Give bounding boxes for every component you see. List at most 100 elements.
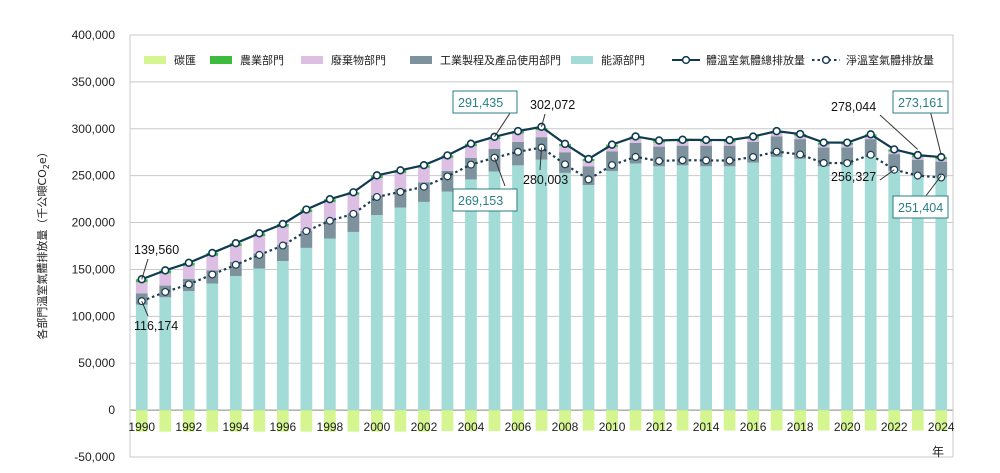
bar-工業製程及產品使用部門: [841, 147, 854, 166]
bar-能源部門: [418, 201, 430, 411]
x-tick-label: 1990: [128, 420, 155, 434]
bar-廢棄物部門: [606, 146, 618, 152]
bar-能源部門: [911, 175, 924, 411]
y-tick-label: 300,000: [72, 122, 116, 136]
bar-能源部門: [794, 158, 807, 411]
bar-碳匯: [723, 410, 736, 431]
annotation-label: 278,044: [831, 100, 876, 114]
y-tick-label: 350,000: [72, 75, 116, 89]
bar-碳匯: [229, 410, 242, 432]
annotations: 139,560 116,174 291,435 302,072 269,153 280,0…: [134, 90, 949, 333]
bar-廢棄物部門: [323, 201, 336, 221]
point-淨溫室氣體排放量: [184, 280, 193, 289]
bar-能源部門: [582, 185, 595, 411]
point-體溫室氣體總排放量: [419, 160, 429, 170]
point-體溫室氣體總排放量: [396, 166, 405, 175]
annotation-leader: [539, 147, 542, 171]
bar-碳匯: [559, 410, 571, 431]
bar-碳匯: [606, 410, 618, 431]
bar-能源部門: [935, 177, 948, 411]
legend-label: 廢棄物部門: [331, 53, 386, 67]
bar-能源部門: [159, 297, 172, 411]
bar-能源部門: [488, 171, 501, 411]
bar-碳匯: [135, 410, 148, 432]
bar-能源部門: [723, 166, 736, 411]
annotation-box: [452, 188, 518, 212]
point-體溫室氣體總排放量: [748, 132, 758, 141]
bar-碳匯: [700, 410, 712, 431]
bar-能源部門: [253, 268, 266, 411]
legend-label: 農業部門: [240, 53, 284, 67]
point-淨溫室氣體排放量: [419, 182, 428, 191]
bar-碳匯: [182, 410, 195, 432]
point-淨溫室氣體排放量: [231, 260, 240, 269]
bar-碳匯: [159, 410, 172, 432]
bar-能源部門: [653, 166, 665, 411]
point-體溫室氣體總排放量: [560, 139, 570, 149]
x-tick-label: 2006: [505, 420, 532, 434]
point-體溫室氣體總排放量: [654, 136, 664, 145]
point-體溫室氣體總排放量: [184, 258, 193, 267]
bar-能源部門: [182, 291, 195, 411]
legend-swatch: [571, 56, 593, 64]
annotation-leader: [924, 175, 942, 198]
y-tick-label: 100,000: [72, 309, 116, 323]
annotation-label: 251,404: [898, 201, 943, 215]
point-體溫室氣體總排放量: [372, 171, 382, 180]
point-淨溫室氣體排放量: [772, 147, 781, 156]
annotation-leader: [541, 113, 546, 127]
point-淨溫室氣體排放量: [396, 187, 405, 196]
bar-能源部門: [676, 165, 689, 411]
point-體溫室氣體總排放量: [819, 138, 828, 147]
point-淨溫室氣體排放量: [725, 156, 734, 165]
legend: 碳匯 農業部門 廢棄物部門 工業製程及產品使用部門 能源部門 體溫室氣體總排放量 淨溫室氣體…: [144, 53, 934, 67]
annotation-box: [452, 90, 518, 114]
point-體溫室氣體總排放量: [513, 126, 523, 136]
bar-能源部門: [512, 165, 524, 411]
annotation-leader: [141, 258, 149, 280]
point-淨溫室氣體排放量: [561, 160, 570, 169]
legend-swatch: [210, 56, 232, 64]
x-tick-label: 2024: [928, 420, 955, 434]
x-tick-label: 2004: [458, 420, 485, 434]
y-tick-label: 0: [108, 403, 115, 417]
point-淨溫室氣體排放量: [749, 153, 758, 162]
bar-碳匯: [911, 410, 924, 431]
bar-碳匯: [300, 410, 313, 432]
bar-能源部門: [629, 163, 642, 411]
x-tick-label: 1994: [222, 420, 249, 434]
bar-碳匯: [747, 410, 760, 431]
point-淨溫室氣體排放量: [608, 161, 617, 170]
point-淨溫室氣體排放量: [702, 156, 711, 165]
point-體溫室氣體總排放量: [772, 126, 781, 136]
bar-工業製程及產品使用部門: [323, 220, 336, 239]
bar-能源部門: [535, 159, 548, 411]
legend-label: 能源部門: [601, 53, 645, 67]
x-tick-label: 1996: [269, 420, 296, 434]
point-淨溫室氣體排放量: [937, 173, 946, 182]
point-體溫室氣體總排放量: [631, 132, 640, 141]
point-體溫室氣體總排放量: [208, 248, 217, 258]
point-體溫室氣體總排放量: [584, 154, 593, 164]
legend-swatch: [410, 56, 432, 64]
annotation-label: 256,327: [831, 170, 876, 184]
annotation-label: 269,153: [458, 194, 503, 208]
bar-工業製程及產品使用部門: [935, 161, 948, 178]
bar-碳匯: [653, 410, 665, 431]
point-淨溫室氣體排放量: [631, 152, 640, 161]
point-淨溫室氣體排放量: [913, 171, 922, 180]
x-axis-unit: 年: [932, 445, 944, 459]
annotation-box: [892, 195, 949, 219]
bar-工業製程及產品使用部門: [253, 253, 266, 269]
point-體溫室氣體總排放量: [701, 135, 711, 145]
bar-工業製程及產品使用部門: [888, 154, 901, 171]
bar-碳匯: [418, 410, 430, 432]
bar-碳匯: [253, 410, 266, 432]
y-axis-label-sub: 2: [42, 164, 51, 169]
bar-能源部門: [135, 304, 148, 411]
x-tick-label: 2022: [881, 420, 908, 434]
bar-碳匯: [323, 410, 336, 432]
point-體溫室氣體總排放量: [725, 135, 734, 145]
bar-工業製程及產品使用部門: [700, 145, 712, 167]
